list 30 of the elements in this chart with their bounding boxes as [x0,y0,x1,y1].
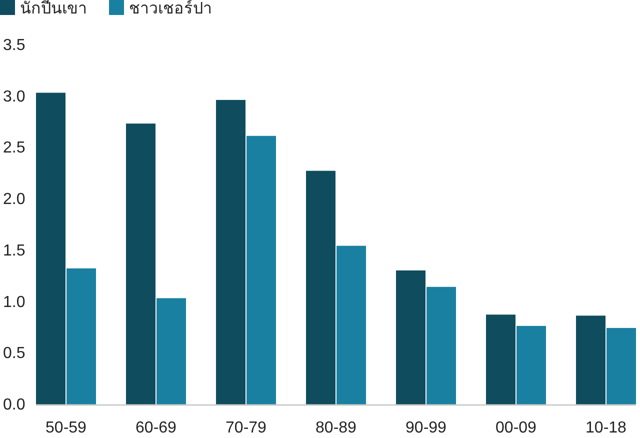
y-tick-label: 0.5 [3,345,26,362]
x-tick-label: 00-09 [496,420,537,436]
bar [66,268,96,405]
bar [126,124,156,405]
bar [306,170,336,405]
legend-label: นักปีนเขา [20,0,87,18]
y-tick-label: 1.5 [3,242,26,260]
bar [396,270,426,405]
x-tick-label: 10-18 [586,420,627,436]
bar [246,136,276,405]
bar [606,328,636,405]
x-tick-label: 60-69 [136,420,177,436]
bar [216,100,246,405]
x-tick-label: 70-79 [226,420,267,436]
y-tick-label: 3.5 [3,37,26,54]
bar [426,286,456,405]
bar [576,316,606,405]
y-tick-label: 0.0 [3,396,26,414]
bar [486,314,516,405]
bar [156,298,186,405]
bar [36,92,66,405]
bar [336,246,366,405]
y-tick-label: 1.0 [3,294,26,311]
x-tick-label: 50-59 [46,420,87,436]
y-tick-label: 2.0 [3,191,26,208]
x-tick-label: 90-99 [406,420,447,436]
bar [516,326,546,405]
x-tick-label: 80-89 [316,420,357,436]
y-tick-label: 3.0 [3,88,26,106]
y-tick-label: 2.5 [3,140,26,157]
